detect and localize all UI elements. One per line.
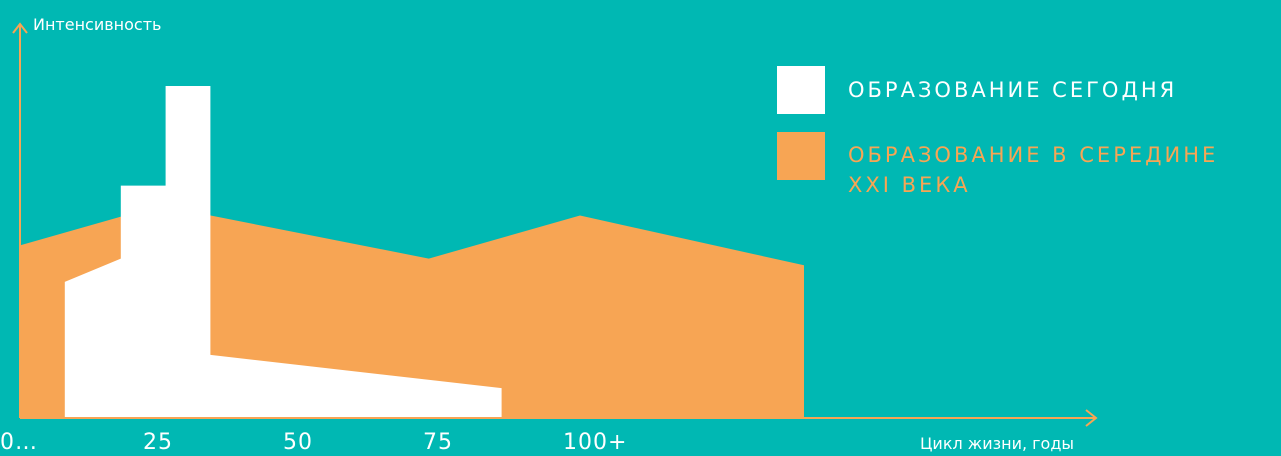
chart-axes <box>12 22 1098 427</box>
chart-areas <box>20 86 804 418</box>
legend-label-today: ОБРАЗОВАНИЕ СЕГОДНЯ <box>848 78 1178 102</box>
y-axis-title: Интенсивность <box>33 15 161 34</box>
x-axis-title: Цикл жизни, годы <box>920 434 1074 453</box>
legend-label-future: ОБРАЗОВАНИЕ В СЕРЕДИНЕ XXI ВЕКА <box>848 143 1219 197</box>
legend: ОБРАЗОВАНИЕ СЕГОДНЯ ОБРАЗОВАНИЕ В СЕРЕДИ… <box>777 66 1281 218</box>
legend-swatch-today <box>777 66 825 114</box>
area-series-today <box>64 86 502 418</box>
legend-item-future: ОБРАЗОВАНИЕ В СЕРЕДИНЕ XXI ВЕКА <box>777 132 1281 200</box>
x-tick-labels: 0… 25 50 75 100+ <box>0 430 627 455</box>
legend-swatch-future <box>777 132 825 180</box>
x-tick-label: 0… <box>0 430 38 455</box>
x-tick-label: 100+ <box>563 430 627 455</box>
y-axis-arrow <box>12 22 28 34</box>
legend-item-today: ОБРАЗОВАНИЕ СЕГОДНЯ <box>777 66 1281 114</box>
x-axis-arrow <box>1085 409 1098 427</box>
x-tick-label: 75 <box>423 430 453 455</box>
x-tick-label: 50 <box>283 430 313 455</box>
x-tick-label: 25 <box>143 430 173 455</box>
